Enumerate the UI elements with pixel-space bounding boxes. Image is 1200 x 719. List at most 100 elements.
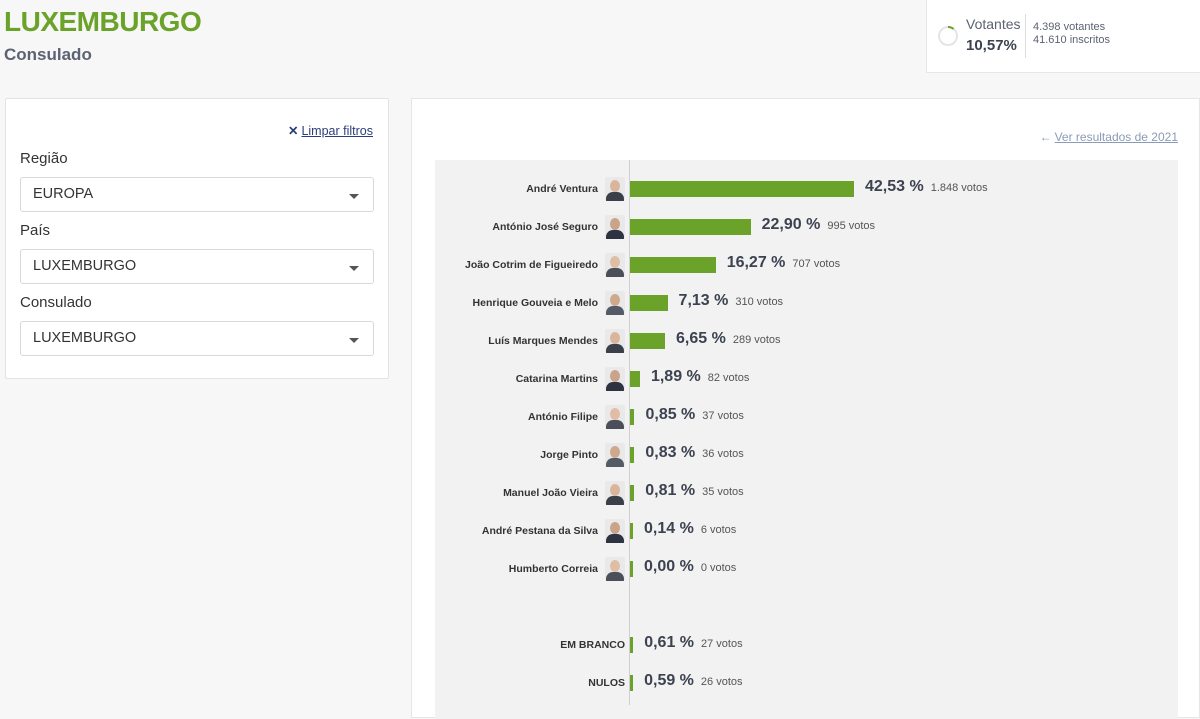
result-bar bbox=[630, 637, 634, 653]
region-select[interactable]: EUROPA bbox=[20, 177, 374, 212]
country-select[interactable]: LUXEMBURGO bbox=[20, 249, 374, 284]
result-row: Humberto Correia 0,00 % 0 votos bbox=[435, 557, 1178, 583]
result-percent: 7,13 % bbox=[678, 292, 729, 309]
candidate-name: Manuel João Vieira bbox=[503, 487, 598, 499]
candidate-photo bbox=[605, 329, 625, 353]
result-row: João Cotrim de Figueiredo 16,27 % 707 voto… bbox=[435, 253, 1178, 279]
region-select-value: EUROPA bbox=[33, 186, 94, 202]
candidate-name: NULOS bbox=[588, 677, 625, 689]
result-votes: 26 votos bbox=[700, 676, 743, 688]
result-bar bbox=[630, 485, 635, 501]
previous-results-label: Ver resultados de 2021 bbox=[1054, 130, 1178, 144]
candidate-name: Humberto Correia bbox=[508, 563, 598, 575]
results-panel: ← Ver resultados de 2021 André Ventura 42,… bbox=[411, 98, 1200, 719]
candidate-photo bbox=[605, 557, 625, 581]
clear-filters-label: Limpar filtros bbox=[301, 124, 373, 138]
page-title: LUXEMBURGO bbox=[4, 6, 202, 37]
photo-head bbox=[610, 408, 620, 420]
result-votes: 310 votos bbox=[735, 296, 784, 308]
result-row: Luís Marques Mendes 6,65 % 289 votos bbox=[435, 329, 1178, 355]
result-percent: 0,81 % bbox=[645, 482, 696, 499]
photo-body bbox=[606, 230, 624, 239]
candidate-photo bbox=[605, 367, 625, 391]
candidate-name: Luís Marques Mendes bbox=[488, 335, 598, 347]
photo-head bbox=[610, 180, 620, 192]
divider bbox=[1025, 14, 1026, 58]
result-votes: 707 votos bbox=[792, 258, 841, 270]
result-percent: 0,14 % bbox=[644, 520, 694, 537]
photo-body bbox=[606, 344, 624, 353]
result-percent: 0,85 % bbox=[645, 406, 696, 423]
filters-panel: ✕ Limpar filtros Região EUROPA País LUXEM… bbox=[5, 98, 389, 379]
result-votes: 35 votos bbox=[702, 486, 744, 498]
photo-head bbox=[610, 256, 620, 268]
result-row: Jorge Pinto 0,83 % 36 votos bbox=[435, 443, 1178, 469]
photo-head bbox=[610, 218, 620, 230]
candidate-name: Catarina Martins bbox=[515, 373, 598, 385]
chevron-down-icon bbox=[349, 266, 359, 271]
candidate-photo bbox=[605, 405, 625, 429]
photo-head bbox=[610, 484, 620, 496]
result-bar bbox=[630, 675, 634, 691]
photo-body bbox=[606, 306, 624, 315]
result-votes: 37 votos bbox=[702, 410, 744, 422]
result-row: Henrique Gouveia e Melo 7,13 % 310 votos bbox=[435, 291, 1178, 317]
result-votes: 1.848 votos bbox=[930, 182, 988, 194]
photo-body bbox=[606, 534, 624, 543]
result-row: Manuel João Vieira 0,81 % 35 votos bbox=[435, 481, 1178, 507]
result-percent: 6,65 % bbox=[676, 330, 726, 347]
results-chart: André Ventura 42,53 % 1.848 votos António J… bbox=[435, 160, 1178, 719]
photo-body bbox=[606, 268, 624, 277]
registered-count: 41.610 inscritos bbox=[1033, 34, 1111, 46]
result-percent: 0,00 % bbox=[644, 558, 694, 575]
result-bar bbox=[630, 409, 635, 425]
country-label: País bbox=[20, 222, 51, 239]
candidate-photo bbox=[605, 215, 625, 239]
country-select-value: LUXEMBURGO bbox=[33, 258, 137, 274]
chart-axis-line bbox=[629, 160, 630, 705]
candidate-name: António José Seguro bbox=[492, 221, 598, 233]
result-row: EM BRANCO 0,61 % 27 votos bbox=[435, 633, 1178, 659]
result-votes: 6 votos bbox=[700, 524, 737, 536]
result-votes: 995 votos bbox=[827, 220, 876, 232]
result-votes: 0 votos bbox=[700, 562, 737, 574]
photo-body bbox=[606, 458, 624, 467]
previous-results-link[interactable]: ← Ver resultados de 2021 bbox=[1040, 130, 1178, 144]
result-bar bbox=[630, 447, 635, 463]
candidate-photo bbox=[605, 291, 625, 315]
photo-body bbox=[606, 420, 624, 429]
candidate-name: António Filipe bbox=[528, 411, 598, 423]
consulate-select-value: LUXEMBURGO bbox=[33, 330, 137, 346]
turnout-progress-ring bbox=[938, 26, 958, 46]
candidate-photo bbox=[605, 177, 625, 201]
result-row: Catarina Martins 1,89 % 82 votos bbox=[435, 367, 1178, 393]
voters-count: 4.398 votantes bbox=[1033, 21, 1106, 33]
result-bar bbox=[630, 561, 633, 577]
result-votes: 289 votos bbox=[732, 334, 781, 346]
result-votes: 36 votos bbox=[702, 448, 744, 460]
photo-head bbox=[610, 294, 620, 306]
arrow-left-icon: ← bbox=[1039, 130, 1052, 144]
result-percent: 0,83 % bbox=[645, 444, 696, 461]
chevron-down-icon bbox=[349, 194, 359, 199]
result-percent: 1,89 % bbox=[650, 368, 701, 385]
consulate-select[interactable]: LUXEMBURGO bbox=[20, 321, 374, 356]
close-icon: ✕ bbox=[287, 124, 299, 138]
result-percent: 22,90 % bbox=[761, 216, 821, 233]
result-votes: 82 votos bbox=[707, 372, 750, 384]
result-percent: 16,27 % bbox=[726, 254, 786, 271]
candidate-photo bbox=[605, 253, 625, 277]
page-subtitle: Consulado bbox=[4, 45, 92, 64]
candidate-name: André Pestana da Silva bbox=[481, 525, 598, 537]
result-bar bbox=[630, 181, 854, 197]
photo-head bbox=[610, 560, 620, 572]
result-bar bbox=[630, 523, 633, 539]
photo-head bbox=[610, 332, 620, 344]
turnout-label: Votantes bbox=[966, 16, 1021, 32]
result-bar bbox=[630, 257, 716, 273]
result-row: André Pestana da Silva 0,14 % 6 votos bbox=[435, 519, 1178, 545]
chevron-down-icon bbox=[349, 338, 359, 343]
clear-filters-link[interactable]: ✕ Limpar filtros bbox=[288, 123, 373, 138]
candidate-name: EM BRANCO bbox=[560, 639, 625, 651]
result-percent: 42,53 % bbox=[865, 178, 924, 195]
